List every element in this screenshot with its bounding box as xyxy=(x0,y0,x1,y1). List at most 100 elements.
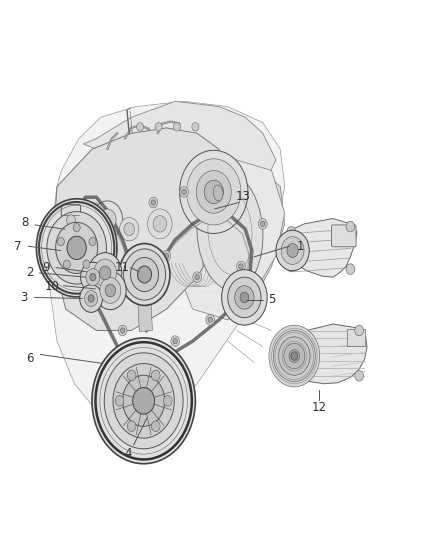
Circle shape xyxy=(153,216,166,232)
Circle shape xyxy=(124,249,166,300)
FancyBboxPatch shape xyxy=(61,205,81,230)
Circle shape xyxy=(85,290,98,306)
Text: 9: 9 xyxy=(42,261,50,274)
Circle shape xyxy=(162,251,171,261)
Text: 2: 2 xyxy=(26,266,34,279)
Circle shape xyxy=(80,285,102,312)
Circle shape xyxy=(346,264,355,274)
Text: 6: 6 xyxy=(26,352,34,365)
Circle shape xyxy=(118,325,127,336)
Polygon shape xyxy=(166,171,285,320)
Polygon shape xyxy=(166,160,285,320)
Circle shape xyxy=(163,395,172,406)
Circle shape xyxy=(192,123,199,131)
Circle shape xyxy=(137,123,144,131)
Circle shape xyxy=(355,325,364,336)
Circle shape xyxy=(64,260,71,269)
Circle shape xyxy=(149,197,158,208)
Circle shape xyxy=(81,262,105,292)
Circle shape xyxy=(284,343,305,369)
FancyBboxPatch shape xyxy=(347,329,366,346)
Circle shape xyxy=(99,266,111,280)
Polygon shape xyxy=(138,304,152,332)
Circle shape xyxy=(155,123,162,131)
Text: 11: 11 xyxy=(114,261,129,274)
Polygon shape xyxy=(135,287,155,304)
Circle shape xyxy=(123,375,165,426)
Circle shape xyxy=(240,292,249,303)
Circle shape xyxy=(138,266,152,283)
Circle shape xyxy=(196,171,231,213)
Text: 3: 3 xyxy=(21,291,28,304)
Circle shape xyxy=(94,259,117,287)
Circle shape xyxy=(100,278,121,303)
Circle shape xyxy=(152,370,160,381)
Circle shape xyxy=(57,237,64,246)
Circle shape xyxy=(129,274,134,280)
Text: 13: 13 xyxy=(236,190,251,203)
Circle shape xyxy=(164,253,169,259)
Circle shape xyxy=(133,387,155,414)
Circle shape xyxy=(287,244,298,257)
Circle shape xyxy=(36,199,117,297)
Circle shape xyxy=(273,330,315,382)
Circle shape xyxy=(115,395,124,406)
Circle shape xyxy=(120,328,125,333)
Text: 1: 1 xyxy=(296,240,304,253)
Circle shape xyxy=(291,352,298,360)
Circle shape xyxy=(279,337,310,375)
Circle shape xyxy=(215,192,223,203)
Circle shape xyxy=(235,286,254,309)
Circle shape xyxy=(206,314,215,325)
Circle shape xyxy=(346,221,355,232)
Circle shape xyxy=(276,230,309,271)
Polygon shape xyxy=(284,324,367,384)
Circle shape xyxy=(173,338,177,344)
Circle shape xyxy=(86,269,100,286)
Circle shape xyxy=(261,221,265,227)
Circle shape xyxy=(284,370,293,381)
Polygon shape xyxy=(286,219,357,277)
Circle shape xyxy=(195,274,199,280)
Circle shape xyxy=(187,159,241,225)
Polygon shape xyxy=(83,101,276,203)
Text: 4: 4 xyxy=(124,447,132,459)
Circle shape xyxy=(113,364,174,438)
FancyBboxPatch shape xyxy=(332,225,356,247)
Circle shape xyxy=(269,325,320,387)
Circle shape xyxy=(217,195,221,200)
Circle shape xyxy=(90,273,96,281)
Circle shape xyxy=(222,270,267,325)
Circle shape xyxy=(151,200,155,205)
Polygon shape xyxy=(48,101,285,426)
Circle shape xyxy=(180,150,248,233)
Circle shape xyxy=(355,370,364,381)
Circle shape xyxy=(182,189,186,195)
Circle shape xyxy=(83,260,90,269)
Polygon shape xyxy=(53,128,228,330)
Circle shape xyxy=(208,317,212,322)
Circle shape xyxy=(131,257,159,292)
Circle shape xyxy=(119,244,170,305)
Circle shape xyxy=(67,215,75,225)
Circle shape xyxy=(127,272,136,282)
Polygon shape xyxy=(114,418,182,429)
Circle shape xyxy=(56,222,98,273)
Circle shape xyxy=(127,370,136,381)
Circle shape xyxy=(105,284,116,297)
Circle shape xyxy=(287,261,296,272)
Text: 7: 7 xyxy=(14,240,21,253)
Circle shape xyxy=(92,338,195,464)
Circle shape xyxy=(92,201,123,238)
Circle shape xyxy=(204,180,223,204)
Circle shape xyxy=(120,217,139,241)
Circle shape xyxy=(173,123,180,131)
Circle shape xyxy=(88,295,94,302)
Circle shape xyxy=(289,350,300,362)
Circle shape xyxy=(281,237,304,264)
Circle shape xyxy=(193,272,201,282)
Ellipse shape xyxy=(213,185,223,201)
Circle shape xyxy=(127,421,136,432)
Circle shape xyxy=(258,219,267,229)
Ellipse shape xyxy=(197,173,263,290)
